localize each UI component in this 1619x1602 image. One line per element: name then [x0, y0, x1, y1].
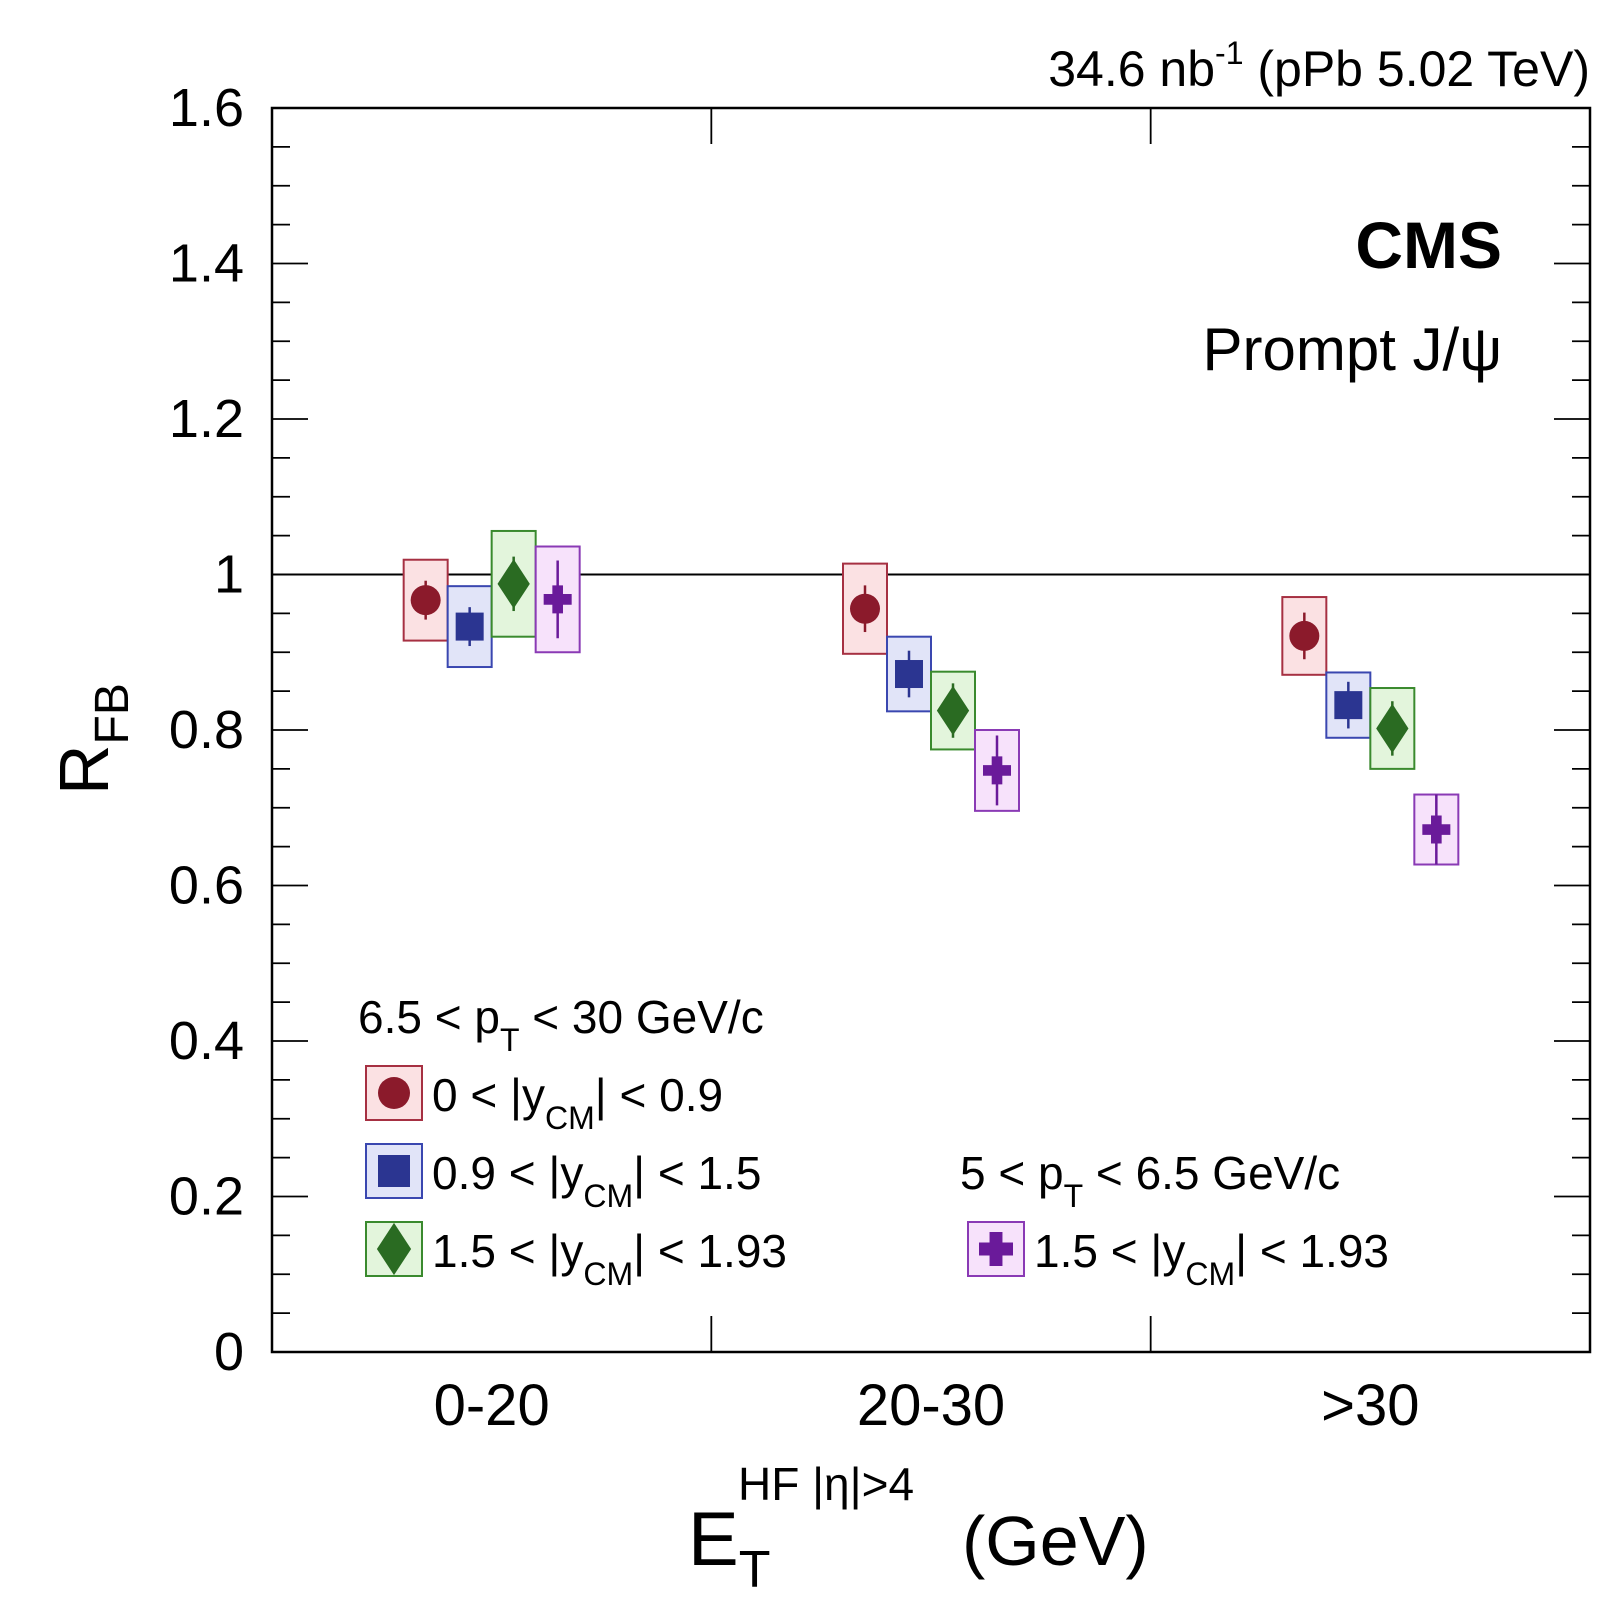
lumi-label: 34.6 nb-1 (pPb 5.02 TeV) — [1048, 35, 1590, 97]
x-axis-label-main: ET — [688, 1497, 770, 1599]
legend: 0 < |yCM| < 0.9 0.9 < |yCM| < 1.5 1.5 < |y… — [365, 1065, 1389, 1292]
data-point — [983, 756, 1011, 785]
y-tick-label: 0.4 — [169, 1011, 244, 1071]
legend-group2-header: 5 < pT < 6.5 GeV/c — [960, 1147, 1340, 1214]
data-point — [410, 585, 441, 616]
x-axis-label-sup: HF |η|>4 — [738, 1458, 914, 1510]
legend-marker — [378, 1155, 410, 1187]
legend-marker — [378, 1077, 410, 1109]
y-tick-labels: 0 0.2 0.4 0.6 0.8 1 1.2 1.4 1.6 — [169, 78, 244, 1382]
data-point — [850, 593, 880, 624]
y-tick-label: 1.2 — [169, 389, 244, 449]
legend-group1-header: 6.5 < pT < 30 GeV/c — [358, 991, 764, 1058]
x-axis-label-unit: (GeV) — [962, 1502, 1149, 1580]
legend-label: 1.5 < |yCM| < 1.93 — [1034, 1225, 1389, 1292]
chart-subtitle: Prompt J/ψ — [1202, 316, 1502, 383]
y-tick-label: 0.2 — [169, 1167, 244, 1227]
legend-marker — [376, 1222, 412, 1276]
sys-error-box — [446, 585, 493, 669]
y-tick-label: 1 — [214, 545, 244, 605]
data-point — [895, 660, 923, 689]
legend-marker — [979, 1232, 1013, 1266]
y-tick-label: 1.6 — [169, 78, 244, 138]
data-point — [936, 685, 970, 736]
legend-label: 1.5 < |yCM| < 1.93 — [432, 1225, 787, 1292]
y-tick-label: 0.6 — [169, 856, 244, 916]
legend-label: 0.9 < |yCM| < 1.5 — [432, 1147, 761, 1214]
legend-label: 0 < |yCM| < 0.9 — [432, 1069, 723, 1136]
x-tick-label: 0-20 — [434, 1373, 550, 1438]
y-axis-label: RFB — [45, 683, 139, 795]
x-tick-labels: 0-20 20-30 >30 — [434, 1373, 1420, 1438]
y-tick-label: 0 — [214, 1322, 244, 1382]
data-point — [1376, 703, 1409, 754]
x-tick-label: 20-30 — [857, 1373, 1005, 1438]
data-point — [543, 585, 572, 614]
axis-ticks — [272, 107, 1590, 1353]
data-point — [1422, 815, 1451, 844]
data-point — [1334, 691, 1363, 720]
y-tick-label: 1.4 — [169, 234, 244, 294]
data-point — [497, 559, 530, 609]
data-point — [455, 612, 484, 641]
experiment-label: CMS — [1355, 208, 1502, 282]
plot-marks — [272, 529, 1590, 866]
data-point — [1289, 620, 1320, 651]
x-tick-label: >30 — [1321, 1373, 1419, 1438]
y-tick-label: 0.8 — [169, 700, 244, 760]
